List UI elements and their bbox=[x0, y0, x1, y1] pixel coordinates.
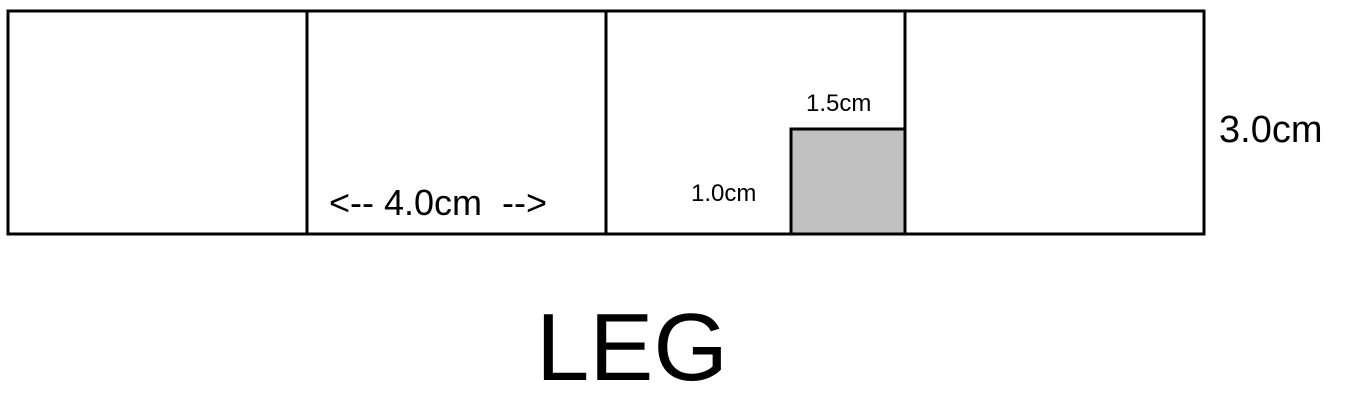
diagram-title: LEG bbox=[536, 294, 728, 401]
strip-cell-2 bbox=[305, 9, 608, 236]
cell-width-label: <-- 4.0cm --> bbox=[329, 182, 547, 223]
strip-cell-1 bbox=[6, 9, 309, 236]
cutout-width-label: 1.5cm bbox=[806, 90, 871, 117]
cutout-height-label: 1.0cm bbox=[691, 180, 756, 207]
shaded-cutout bbox=[789, 127, 907, 236]
strip-cell-4 bbox=[903, 9, 1206, 236]
strip-height-label: 3.0cm bbox=[1219, 109, 1322, 151]
